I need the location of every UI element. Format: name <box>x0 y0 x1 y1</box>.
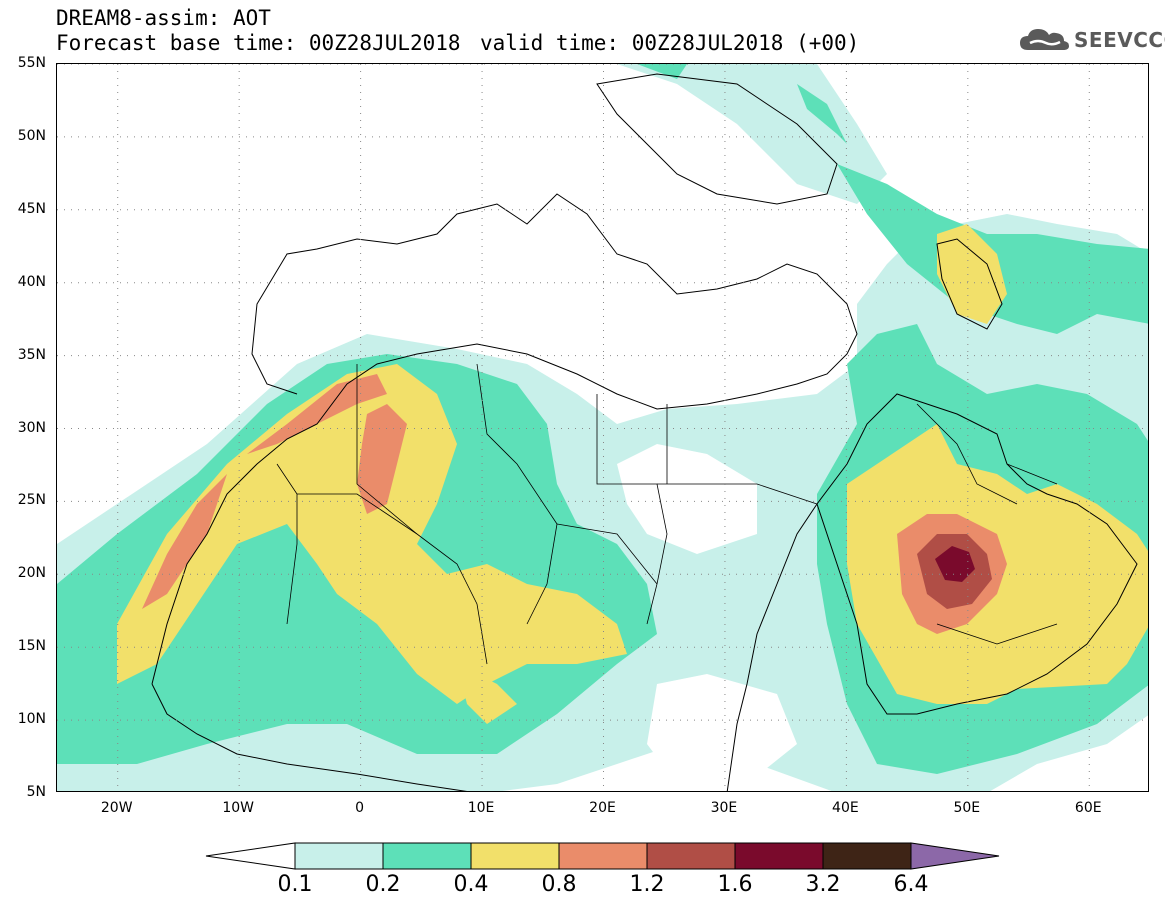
colorbar-swatch <box>382 842 472 870</box>
lat-tick-label: 40N <box>17 273 46 290</box>
lon-tick-label: 20W <box>100 800 133 816</box>
lat-tick-label: 15N <box>17 638 46 655</box>
lon-tick-label: 0 <box>355 800 365 816</box>
lon-tick-label: 10W <box>222 800 254 816</box>
lat-tick-label: 55N <box>17 55 46 71</box>
country-borders <box>276 363 1058 665</box>
aot-band-0.4 <box>117 364 627 704</box>
colorbar-level-label: 1.6 <box>717 872 753 897</box>
colorbar-level-label: 3.2 <box>805 872 841 897</box>
lat-tick-label: 20N <box>17 565 46 582</box>
coastlines <box>151 73 1138 791</box>
colorbar-level-label: 0.2 <box>365 872 401 897</box>
aot-map <box>56 63 1149 792</box>
seevccc-logo: SEEVCCC <box>1018 26 1165 54</box>
aot-field <box>57 64 1148 791</box>
colorbar-level-label: 6.4 <box>893 872 929 897</box>
aot-band-0.8 <box>142 474 227 609</box>
lon-tick-label: 20E <box>589 800 616 816</box>
lon-tick-label: 50E <box>953 800 981 816</box>
lon-tick-label: 30E <box>710 800 738 816</box>
colorbar-level-label: 0.1 <box>277 872 313 897</box>
map-title: DREAM8-assim: AOT <box>56 6 271 30</box>
colorbar <box>205 842 1005 874</box>
lat-tick-label: 35N <box>17 346 46 363</box>
colorbar-over-triangle <box>910 842 1000 870</box>
colorbar-swatch <box>470 842 560 870</box>
colorbar-swatch <box>822 842 912 870</box>
colorbar-swatch <box>294 842 384 870</box>
lon-tick-label: 10E <box>467 800 495 816</box>
map-canvas <box>57 64 1148 791</box>
forecast-base-time: Forecast base time: 00Z28JUL2018 <box>56 31 461 55</box>
colorbar-swatch <box>558 842 648 870</box>
cloud-icon <box>1020 29 1069 50</box>
lat-tick-label: 30N <box>17 419 46 436</box>
valid-time: valid time: 00Z28JUL2018 (+00) <box>480 31 860 55</box>
colorbar-swatch <box>646 842 736 870</box>
lon-tick-label: 60E <box>1074 800 1102 816</box>
lat-tick-label: 10N <box>17 711 46 728</box>
colorbar-level-label: 1.2 <box>629 872 665 897</box>
aot-band-1.6 <box>935 546 975 582</box>
colorbar-under-triangle <box>205 842 296 870</box>
colorbar-svg <box>205 842 1000 870</box>
logo-text: SEEVCCC <box>1074 28 1165 52</box>
lon-tick-label: 40E <box>832 800 859 816</box>
lat-tick-label: 50N <box>17 127 46 144</box>
lat-tick-label: 5N <box>26 784 46 800</box>
lat-tick-label: 45N <box>17 200 46 217</box>
lat-tick-label: 25N <box>17 492 46 509</box>
colorbar-swatch <box>734 842 824 870</box>
colorbar-level-label: 0.8 <box>541 872 577 897</box>
colorbar-level-label: 0.4 <box>453 872 489 897</box>
graticule <box>57 64 1148 791</box>
